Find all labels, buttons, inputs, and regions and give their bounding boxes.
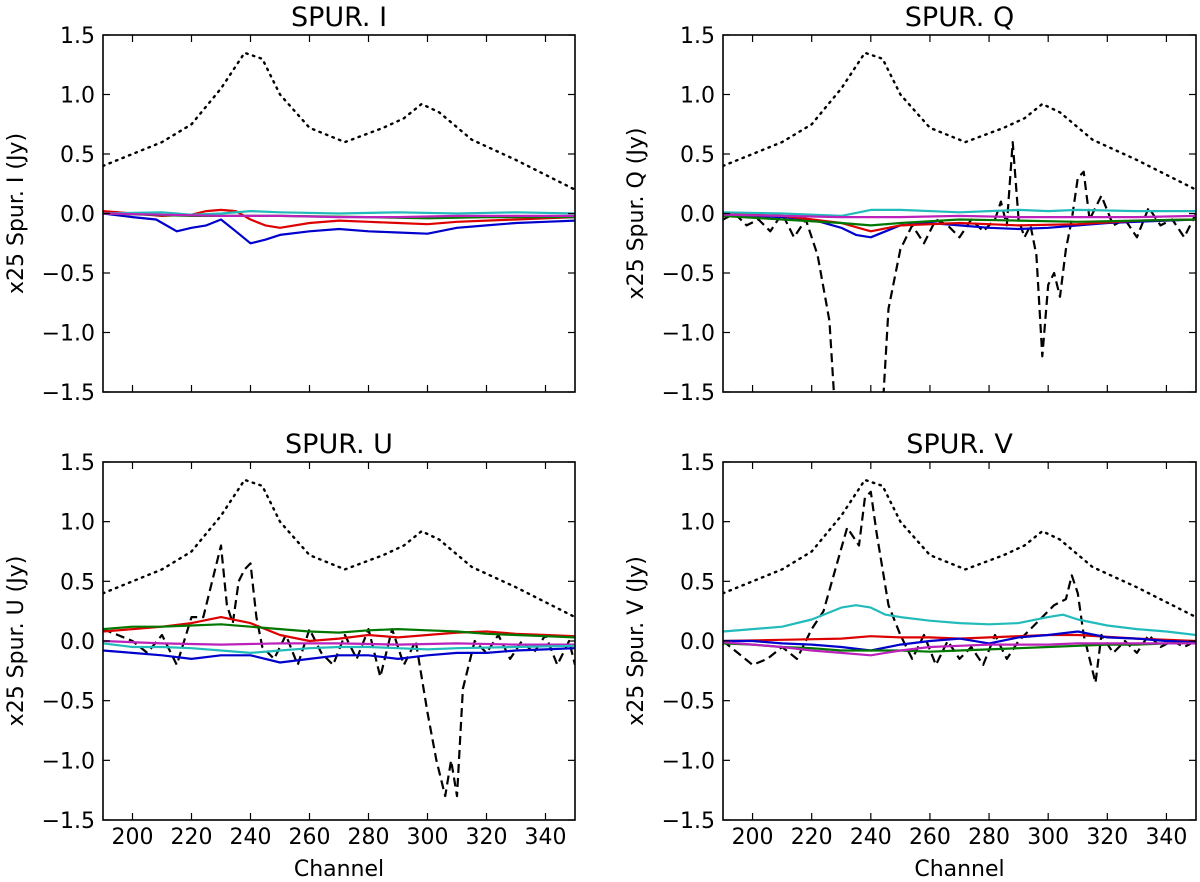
y-tick-label: 0.0 — [60, 630, 95, 655]
y-axis-label: x25 Spur. V (Jy) — [624, 556, 649, 726]
y-tick-label: −1.5 — [42, 809, 95, 834]
series-line-magenta — [723, 641, 1196, 657]
series-line-magenta — [103, 212, 575, 219]
series-line-profile — [723, 51, 1196, 191]
y-tick-label: 0.5 — [60, 570, 95, 595]
x-axis-label: Channel — [914, 857, 1004, 882]
series-group — [723, 478, 1196, 684]
series-line-cyan — [103, 642, 575, 655]
x-tick-label: 260 — [909, 825, 951, 850]
panel-4: 200 220 240 260 280 300 320 340 1.5 1.0 0.5 0.0 −0.5… — [624, 429, 1197, 882]
y-tick-label: −1.5 — [662, 809, 715, 834]
series-line-profile — [723, 478, 1196, 619]
y-tick-label: 1.0 — [60, 511, 95, 536]
x-tick-label: 280 — [348, 825, 390, 850]
y-tick-label: 1.0 — [680, 511, 715, 536]
y-axis-label: x25 Spur. Q (Jy) — [624, 128, 649, 300]
x-axis-label: Channel — [294, 857, 384, 882]
y-tick-label: 1.5 — [680, 451, 715, 476]
series-line-blue — [723, 630, 1196, 652]
y-tick-label: 0.0 — [60, 203, 95, 228]
series-line-dashed — [103, 544, 575, 798]
x-tick-label: 320 — [1086, 825, 1128, 850]
series-line-dashed — [723, 141, 1196, 392]
y-tick-label: −1.5 — [662, 381, 715, 406]
y-tick-label: −0.5 — [42, 690, 95, 715]
series-line-profile — [103, 51, 575, 191]
x-tick-label: 300 — [1027, 825, 1069, 850]
x-tick-label: 340 — [1145, 825, 1187, 850]
y-tick-label: −1.0 — [662, 322, 715, 347]
x-tick-label: 280 — [968, 825, 1010, 850]
series-line-dashed — [723, 490, 1196, 684]
series-line-blue — [103, 647, 575, 664]
series-line-red — [723, 212, 1196, 233]
x-tick-label: 220 — [171, 825, 213, 850]
series-line-green — [723, 214, 1196, 227]
y-tick-label: 0.0 — [680, 630, 715, 655]
y-tick-label: −1.5 — [42, 381, 95, 406]
y-tick-label: 1.0 — [680, 84, 715, 109]
panel-1: 1.5 1.0 0.5 0.0 −0.5 −1.0 −1.5 SPUR. I x25 Spur.… — [4, 2, 576, 406]
panel-title: SPUR. Q — [905, 2, 1014, 33]
y-tick-label: −1.0 — [42, 322, 95, 347]
x-tick-label: 320 — [466, 825, 508, 850]
series-line-magenta — [103, 639, 575, 646]
y-axis-label: x25 Spur. I (Jy) — [4, 133, 29, 294]
y-tick-label: 1.0 — [60, 84, 95, 109]
series-line-magenta — [723, 213, 1196, 219]
y-tick-label: −0.5 — [42, 262, 95, 287]
series-line-profile — [103, 478, 575, 619]
x-tick-label: 260 — [289, 825, 331, 850]
y-tick-label: 1.5 — [60, 451, 95, 476]
x-tick-label: 340 — [525, 825, 567, 850]
series-line-blue — [103, 212, 575, 245]
y-tick-label: 1.5 — [680, 24, 715, 49]
series-line-green — [103, 623, 575, 639]
series-line-red — [103, 615, 575, 643]
x-tick-label: 300 — [407, 825, 449, 850]
series-group — [723, 51, 1196, 392]
series-line-green — [723, 642, 1196, 653]
series-group — [103, 51, 575, 245]
x-tick-label: 220 — [791, 825, 833, 850]
y-axis-label: x25 Spur. U (Jy) — [4, 556, 29, 727]
x-tick-label: 200 — [112, 825, 154, 850]
y-tick-label: 0.0 — [680, 203, 715, 228]
y-tick-label: −0.5 — [662, 262, 715, 287]
series-line-cyan — [723, 208, 1196, 217]
panel-title: SPUR. V — [906, 429, 1013, 460]
y-tick-label: 0.5 — [680, 143, 715, 168]
plot-frame — [102, 461, 576, 821]
y-tick-label: −0.5 — [662, 690, 715, 715]
series-group — [103, 478, 575, 798]
series-line-cyan — [103, 210, 575, 216]
y-tick-label: 0.5 — [60, 143, 95, 168]
x-tick-label: 240 — [230, 825, 272, 850]
y-tick-label: −1.0 — [662, 749, 715, 774]
panel-2: 1.5 1.0 0.5 0.0 −0.5 −1.0 −1.5 SPUR. Q x25 Spur.… — [624, 2, 1197, 406]
y-tick-label: 1.5 — [60, 24, 95, 49]
panel-3: 200 220 240 260 280 300 320 340 1.5 1.0 0.5 0.0 −0.5… — [4, 429, 576, 882]
x-tick-label: 240 — [850, 825, 892, 850]
series-line-cyan — [723, 604, 1196, 637]
panel-title: SPUR. U — [285, 429, 393, 460]
y-tick-label: 0.5 — [680, 570, 715, 595]
x-tick-label: 200 — [732, 825, 774, 850]
panel-title: SPUR. I — [291, 2, 387, 33]
y-tick-label: −1.0 — [42, 749, 95, 774]
